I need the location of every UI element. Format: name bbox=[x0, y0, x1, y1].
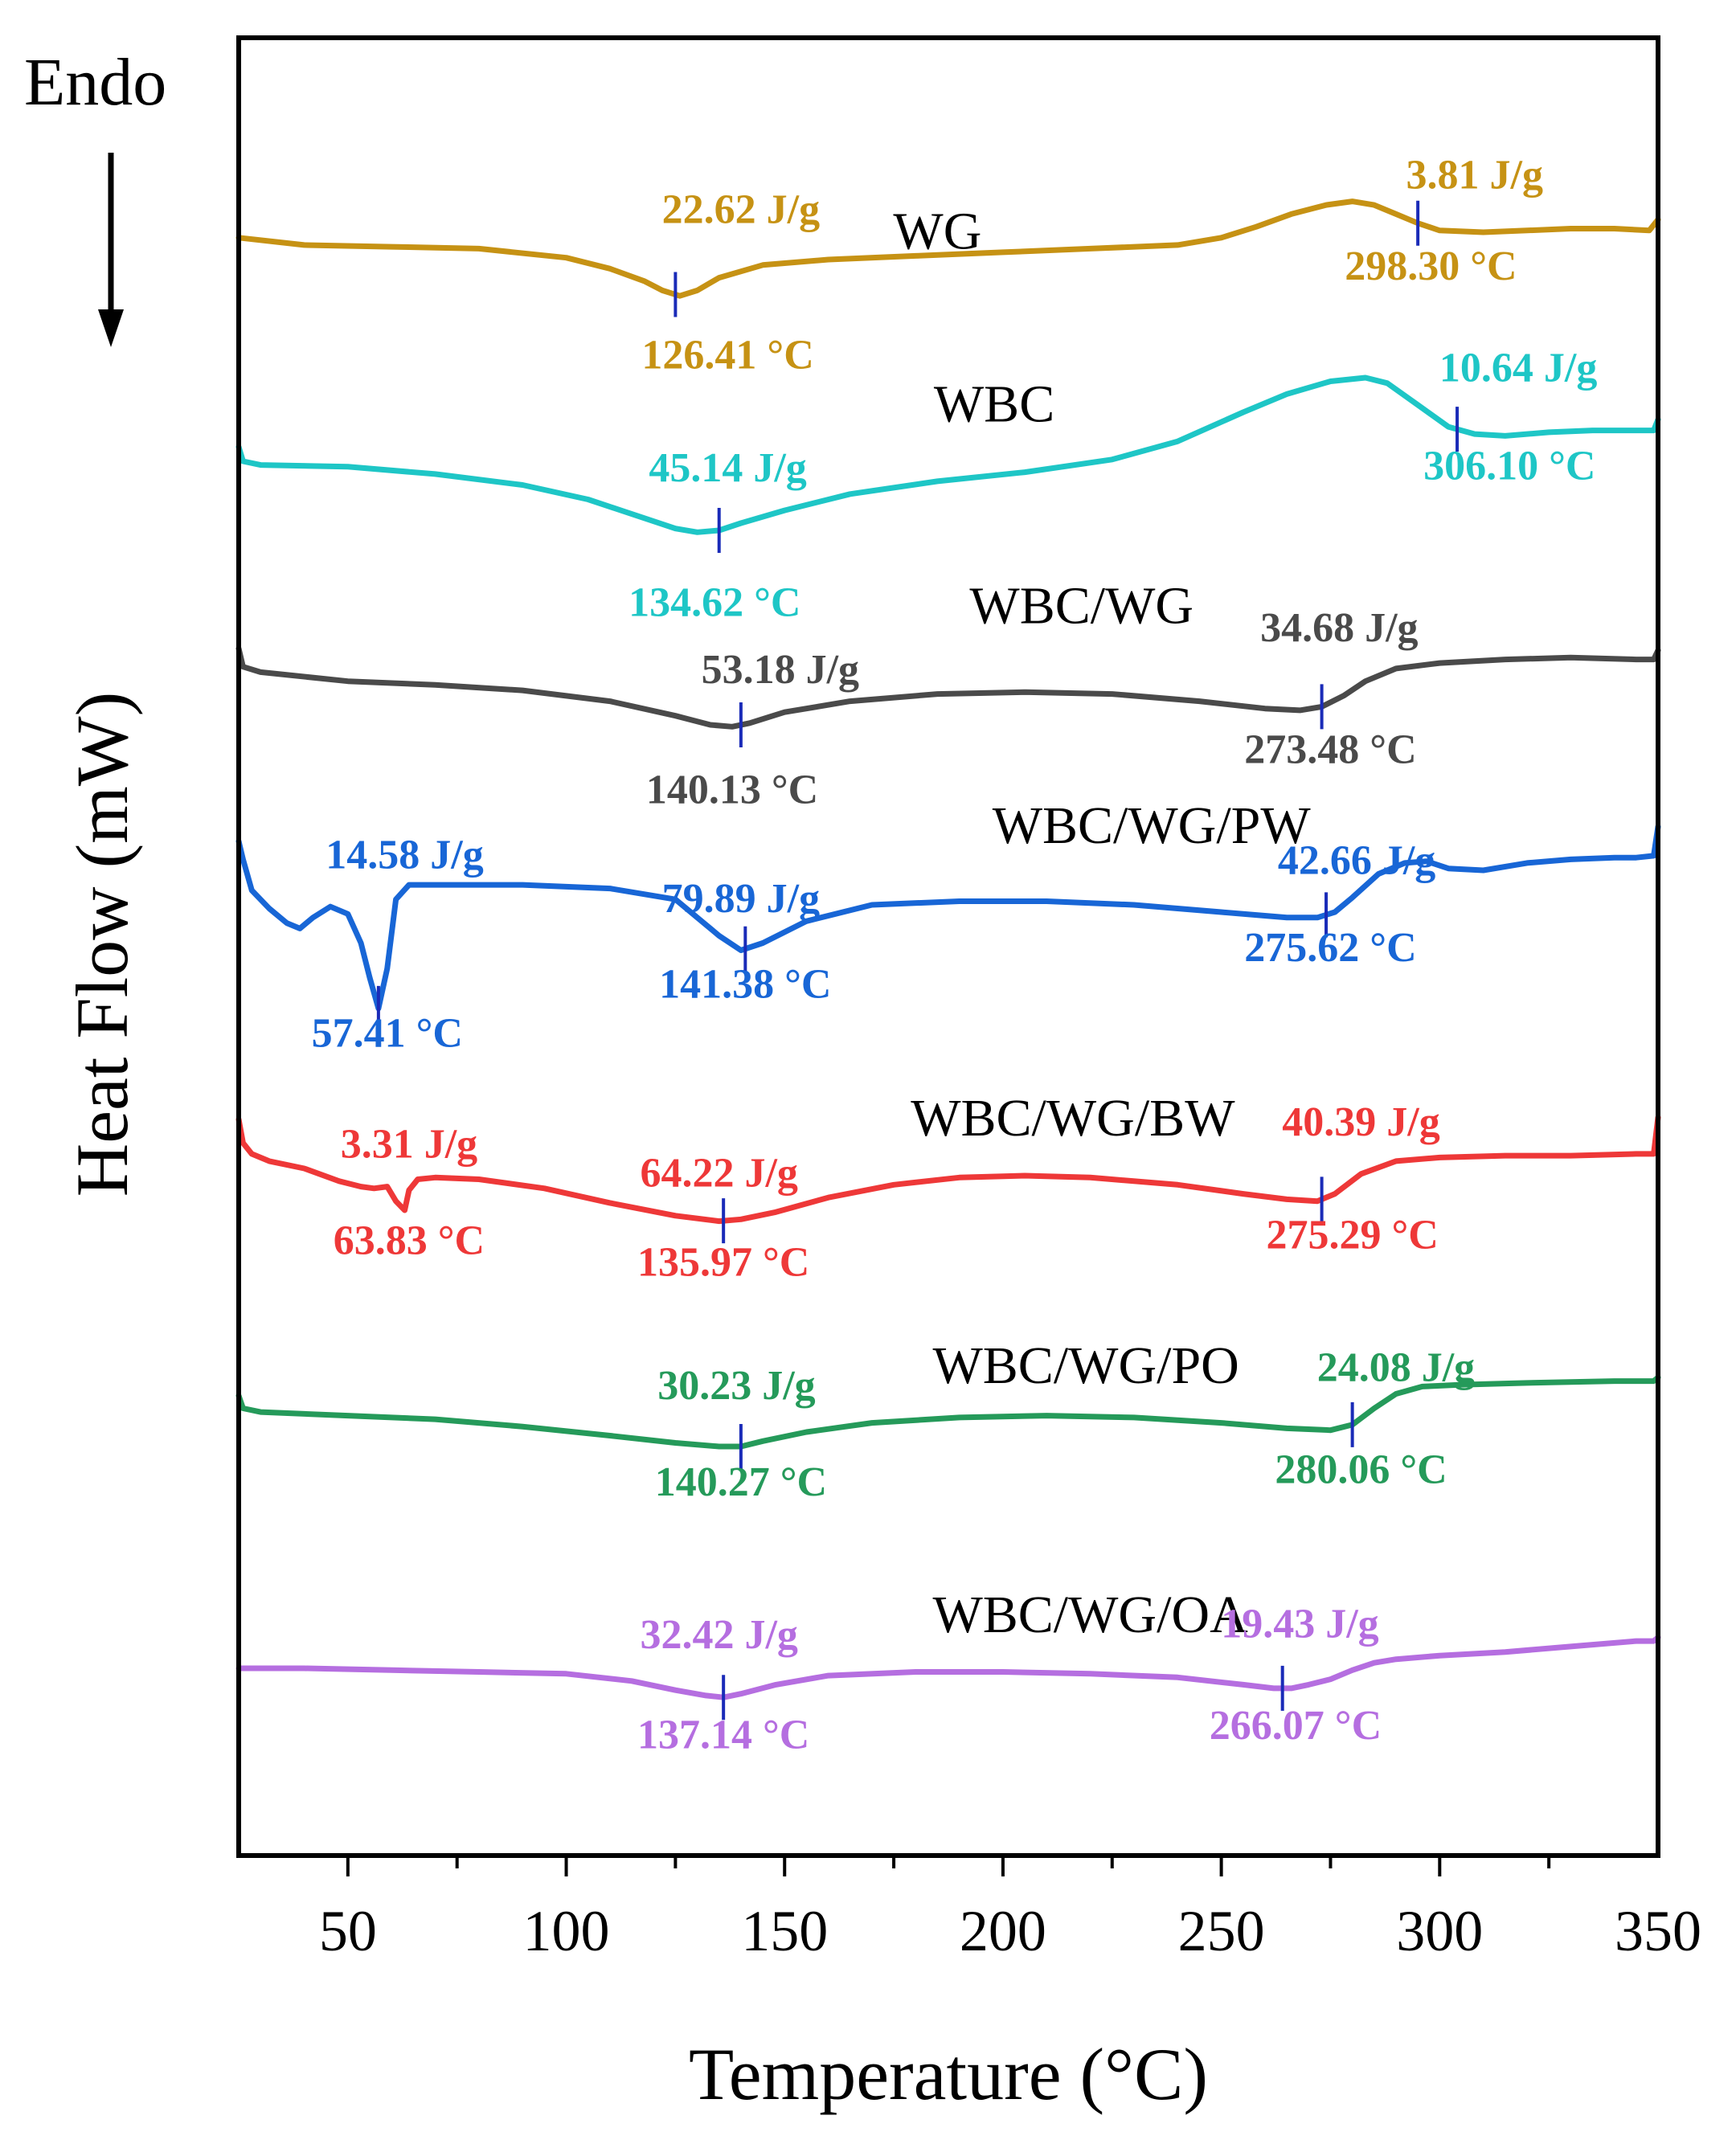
x-tick-label: 350 bbox=[1615, 1899, 1701, 1963]
data-label: 24.08 J/g bbox=[1317, 1345, 1475, 1391]
plot-frame bbox=[236, 35, 1660, 1858]
series-line-wbc-wg-oa bbox=[235, 1635, 1661, 1700]
data-label: 266.07 °C bbox=[1210, 1703, 1382, 1749]
series-line-wbc-wg bbox=[235, 645, 1661, 730]
data-label: 19.43 J/g bbox=[1221, 1602, 1378, 1647]
data-label: 32.42 J/g bbox=[640, 1612, 797, 1658]
series-line-wbc bbox=[235, 374, 1661, 535]
data-label: 63.83 °C bbox=[334, 1217, 485, 1263]
data-label: 57.41 °C bbox=[312, 1010, 463, 1056]
series-line-wbc-wg-po bbox=[235, 1374, 1661, 1450]
endo-label: Endo bbox=[24, 45, 166, 120]
data-label: 30.23 J/g bbox=[657, 1363, 815, 1409]
data-label: 40.39 J/g bbox=[1282, 1099, 1439, 1145]
series-label: WBC/WG bbox=[969, 576, 1194, 635]
x-tick-label: 250 bbox=[1178, 1899, 1265, 1963]
data-label: 275.62 °C bbox=[1244, 925, 1416, 971]
x-tick-label: 300 bbox=[1396, 1899, 1483, 1963]
series-label: WBC/WG/BW bbox=[911, 1089, 1235, 1148]
series-label: WG bbox=[893, 202, 981, 260]
data-label: 275.29 °C bbox=[1266, 1212, 1438, 1258]
x-tick-label: 200 bbox=[960, 1899, 1046, 1963]
data-label: 135.97 °C bbox=[637, 1239, 809, 1285]
data-label: 273.48 °C bbox=[1244, 727, 1416, 773]
data-label: 42.66 J/g bbox=[1278, 838, 1435, 884]
data-label: 22.62 J/g bbox=[662, 187, 820, 233]
data-label: 34.68 J/g bbox=[1260, 605, 1418, 651]
x-axis-title: Temperature (°C) bbox=[689, 2033, 1208, 2115]
x-axis: 50 100 150 200 250 300 350 bbox=[319, 1856, 1701, 1963]
data-label: 137.14 °C bbox=[637, 1712, 809, 1758]
data-label: 306.10 °C bbox=[1423, 444, 1595, 489]
series-label: WBC bbox=[934, 374, 1054, 433]
x-tick-label: 50 bbox=[319, 1899, 377, 1963]
series-wbc-wg: WBC/WG 53.18 J/g 140.13 °C 34.68 J/g 273.48 … bbox=[235, 576, 1661, 812]
series-wbc-wg-oa: WBC/WG/OA 32.42 J/g 137.14 °C 19.43 J/g 266.… bbox=[235, 1586, 1661, 1758]
data-label: 53.18 J/g bbox=[702, 647, 859, 693]
x-tick-label: 150 bbox=[741, 1899, 828, 1963]
series-label: WBC/WG/PW bbox=[993, 796, 1312, 855]
data-label: 140.27 °C bbox=[655, 1459, 827, 1505]
series-wg: WG 22.62 J/g 126.41 °C 3.81 J/g 298.30 °C bbox=[235, 153, 1661, 379]
series-line-wbc-wg-bw bbox=[235, 1115, 1661, 1225]
series-label: WBC/WG/PO bbox=[932, 1336, 1239, 1395]
plot-content: WG 22.62 J/g 126.41 °C 3.81 J/g 298.30 °C WBC… bbox=[235, 153, 1661, 1758]
x-tick-label: 100 bbox=[523, 1899, 610, 1963]
data-label: 298.30 °C bbox=[1345, 243, 1517, 289]
series-line-wbc-wg-pw bbox=[235, 824, 1661, 1012]
data-label: 140.13 °C bbox=[646, 767, 818, 812]
data-label: 45.14 J/g bbox=[649, 445, 806, 491]
data-label: 280.06 °C bbox=[1275, 1447, 1447, 1492]
data-label: 79.89 J/g bbox=[662, 876, 820, 922]
data-label: 3.31 J/g bbox=[341, 1121, 477, 1167]
series-wbc-wg-po: WBC/WG/PO 30.23 J/g 140.27 °C 24.08 J/g 280.… bbox=[235, 1336, 1661, 1505]
series-wbc: WBC 45.14 J/g 134.62 °C 10.64 J/g 306.10 °C bbox=[235, 346, 1661, 625]
series-wbc-wg-bw: WBC/WG/BW 3.31 J/g 63.83 °C 64.22 J/g 135.97… bbox=[235, 1089, 1661, 1285]
data-label: 134.62 °C bbox=[628, 579, 800, 625]
series-label: WBC/WG/OA bbox=[932, 1586, 1248, 1644]
data-label: 14.58 J/g bbox=[326, 833, 483, 878]
data-label: 64.22 J/g bbox=[640, 1151, 797, 1197]
data-label: 126.41 °C bbox=[641, 333, 813, 379]
series-line-wg bbox=[235, 198, 1661, 299]
data-label: 10.64 J/g bbox=[1439, 346, 1597, 391]
y-axis-title: Heat Flow (mW) bbox=[61, 692, 143, 1197]
data-label: 141.38 °C bbox=[659, 961, 831, 1007]
data-label: 3.81 J/g bbox=[1406, 153, 1543, 198]
endo-arrow-icon bbox=[98, 153, 124, 347]
series-wbc-wg-pw: WBC/WG/PW 14.58 J/g 57.41 °C 79.89 J/g 141.3… bbox=[235, 796, 1661, 1056]
